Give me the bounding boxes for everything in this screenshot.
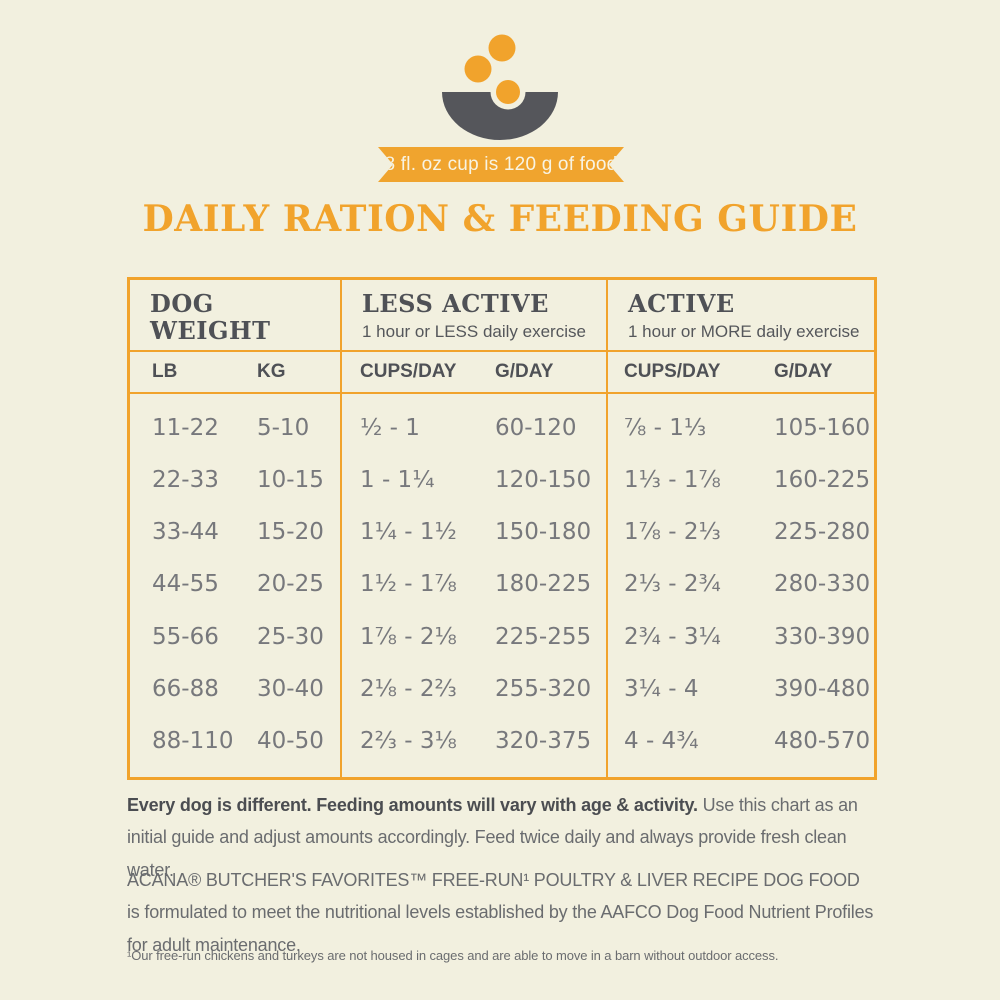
cell-grams: 150-180 xyxy=(495,519,592,546)
table-row: 2⅓ - 2¾ 280-330 xyxy=(608,571,874,597)
cell-grams: 105-160 xyxy=(774,415,871,442)
subheader-row: CUPS/DAY G/DAY xyxy=(608,352,874,394)
group-header-dog-weight: DOG WEIGHT xyxy=(130,280,340,352)
cell-grams: 225-255 xyxy=(495,623,592,650)
cell-kg: 5-10 xyxy=(257,415,310,442)
cell-kg: 20-25 xyxy=(257,571,324,598)
cell-lb: 22-33 xyxy=(152,467,219,494)
cell-grams: 255-320 xyxy=(495,675,592,702)
table-row: 33-44 15-20 xyxy=(130,519,340,545)
ribbon-text: 8 fl. oz cup is 120 g of food xyxy=(384,153,618,175)
cell-grams: 160-225 xyxy=(774,467,871,494)
cell-lb: 55-66 xyxy=(152,623,219,650)
table-row: 11-22 5-10 xyxy=(130,415,340,441)
subheader-g-day: G/DAY xyxy=(774,361,833,382)
table-row: 1⅓ - 1⅞ 160-225 xyxy=(608,467,874,493)
cell-kg: 40-50 xyxy=(257,727,324,754)
feeding-note-bold: Every dog is different. Feeding amounts … xyxy=(127,795,698,815)
cell-lb: 11-22 xyxy=(152,415,219,442)
cell-cups: 2⅓ - 2¾ xyxy=(624,571,721,598)
group-subtitle: 1 hour or LESS daily exercise xyxy=(362,321,586,341)
cell-grams: 280-330 xyxy=(774,571,871,598)
table-row: 1¼ - 1½ 150-180 xyxy=(342,519,606,545)
table-row: 1⅞ - 2⅛ 225-255 xyxy=(342,624,606,650)
aafco-statement: ACANA® BUTCHER'S FAVORITES™ FREE-RUN¹ PO… xyxy=(127,870,874,955)
cell-lb: 88-110 xyxy=(152,727,234,754)
table-row: 66-88 30-40 xyxy=(130,676,340,702)
table-row: 2¾ - 3¼ 330-390 xyxy=(608,624,874,650)
column-group-less-active: LESS ACTIVE 1 hour or LESS daily exercis… xyxy=(340,280,606,777)
cell-cups: 2⅔ - 3⅛ xyxy=(360,727,457,754)
table-row: 2⅛ - 2⅔ 255-320 xyxy=(342,676,606,702)
cell-grams: 60-120 xyxy=(495,415,577,442)
cell-cups: 1 - 1¼ xyxy=(360,467,435,494)
dog-food-bowl-icon xyxy=(420,20,580,145)
subheader-row: LB KG xyxy=(130,352,340,394)
subheader-cups-day: CUPS/DAY xyxy=(624,361,721,382)
feeding-table: DOG WEIGHT LB KG 11-22 5-10 22-33 10-15 33… xyxy=(127,277,877,780)
data-rows-active: ⅞ - 1⅓ 105-160 1⅓ - 1⅞ 160-225 1⅞ - 2⅓ 225-… xyxy=(608,394,874,777)
subheader-row: CUPS/DAY G/DAY xyxy=(342,352,606,394)
table-row: 88-110 40-50 xyxy=(130,728,340,754)
cell-grams: 330-390 xyxy=(774,623,871,650)
bowl-kibble-graphic xyxy=(442,34,558,140)
feeding-note-rest: Use this chart as an initial guide and a… xyxy=(127,795,858,880)
cell-cups: 2¾ - 3¼ xyxy=(624,623,721,650)
cell-cups: 1¼ - 1½ xyxy=(360,519,457,546)
cell-cups: ⅞ - 1⅓ xyxy=(624,415,707,442)
data-rows-less-active: ½ - 1 60-120 1 - 1¼ 120-150 1¼ - 1½ 150-180… xyxy=(342,394,606,777)
group-header-active: ACTIVE 1 hour or MORE daily exercise xyxy=(608,280,874,352)
cell-grams: 180-225 xyxy=(495,571,592,598)
cell-lb: 44-55 xyxy=(152,571,219,598)
group-subtitle: 1 hour or MORE daily exercise xyxy=(628,321,860,341)
table-row: ⅞ - 1⅓ 105-160 xyxy=(608,415,874,441)
table-row: 44-55 20-25 xyxy=(130,571,340,597)
cell-cups: 1⅞ - 2⅛ xyxy=(360,623,457,650)
table-row: 2⅔ - 3⅛ 320-375 xyxy=(342,728,606,754)
page-title: DAILY RATION & FEEDING GUIDE xyxy=(142,198,858,240)
cell-kg: 10-15 xyxy=(257,467,324,494)
table-row: 3¼ - 4 390-480 xyxy=(608,676,874,702)
cell-grams: 225-280 xyxy=(774,519,871,546)
data-rows-dog-weight: 11-22 5-10 22-33 10-15 33-44 15-20 44-55 20-… xyxy=(130,394,340,777)
subheader-cups-day: CUPS/DAY xyxy=(360,361,457,382)
cell-kg: 25-30 xyxy=(257,623,324,650)
group-header-less-active: LESS ACTIVE 1 hour or LESS daily exercis… xyxy=(342,280,606,352)
table-row: 1⅞ - 2⅓ 225-280 xyxy=(608,519,874,545)
cell-grams: 320-375 xyxy=(495,727,592,754)
table-row: 55-66 25-30 xyxy=(130,624,340,650)
cell-cups: 1⅞ - 2⅓ xyxy=(624,519,721,546)
table-row: 22-33 10-15 xyxy=(130,467,340,493)
cell-kg: 15-20 xyxy=(257,519,324,546)
table-row: ½ - 1 60-120 xyxy=(342,415,606,441)
subheader-g-day: G/DAY xyxy=(495,361,554,382)
subheader-kg: KG xyxy=(257,361,286,382)
table-row: 4 - 4¾ 480-570 xyxy=(608,728,874,754)
column-group-dog-weight: DOG WEIGHT LB KG 11-22 5-10 22-33 10-15 33… xyxy=(130,280,340,777)
cell-cups: 3¼ - 4 xyxy=(624,675,699,702)
group-title: ACTIVE xyxy=(628,289,735,318)
subheader-lb: LB xyxy=(152,361,178,382)
feeding-note: Every dog is different. Feeding amounts … xyxy=(127,789,875,886)
cell-grams: 390-480 xyxy=(774,675,871,702)
free-run-footnote: ¹Our free-run chickens and turkeys are n… xyxy=(127,948,779,963)
cell-grams: 480-570 xyxy=(774,727,871,754)
cup-measure-ribbon: 8 fl. oz cup is 120 g of food xyxy=(378,147,624,182)
table-row: 1½ - 1⅞ 180-225 xyxy=(342,571,606,597)
group-title: LESS ACTIVE xyxy=(362,289,549,318)
cell-cups: 1½ - 1⅞ xyxy=(360,571,457,598)
column-group-active: ACTIVE 1 hour or MORE daily exercise CUP… xyxy=(606,280,874,777)
cell-cups: ½ - 1 xyxy=(360,415,420,442)
group-title: DOG WEIGHT xyxy=(150,289,271,345)
cell-grams: 120-150 xyxy=(495,467,592,494)
table-row: 1 - 1¼ 120-150 xyxy=(342,467,606,493)
cell-lb: 66-88 xyxy=(152,675,219,702)
cell-kg: 30-40 xyxy=(257,675,324,702)
cell-cups: 1⅓ - 1⅞ xyxy=(624,467,721,494)
cell-cups: 4 - 4¾ xyxy=(624,727,699,754)
cell-lb: 33-44 xyxy=(152,519,219,546)
cell-cups: 2⅛ - 2⅔ xyxy=(360,675,457,702)
